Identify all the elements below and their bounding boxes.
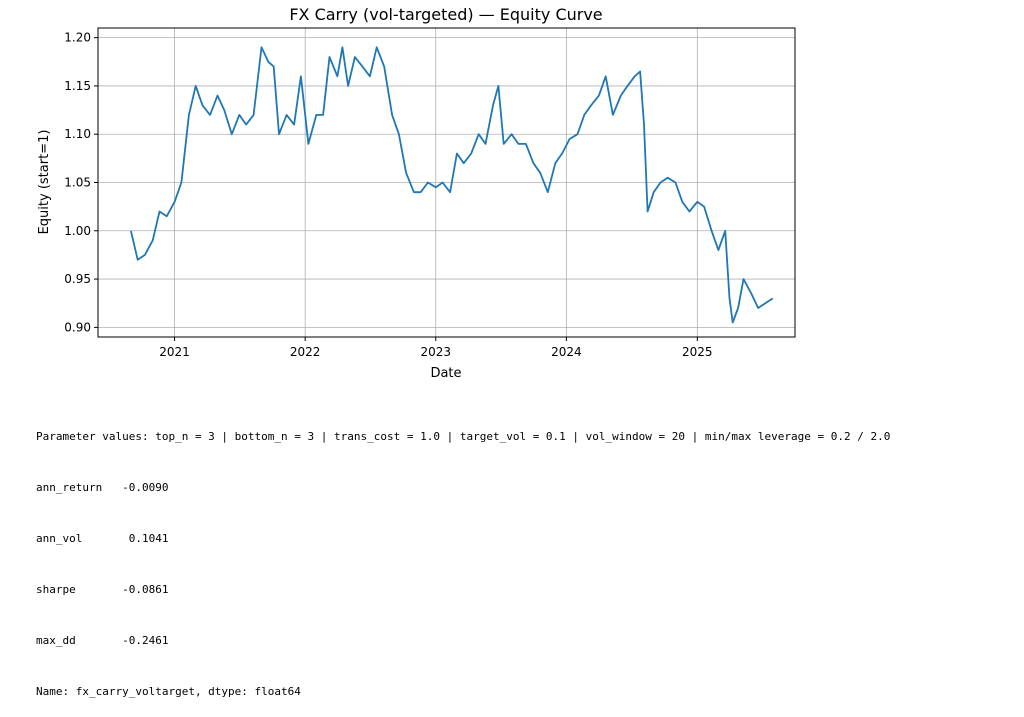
y-tick-label: 0.90 <box>64 320 91 334</box>
y-tick-label: 1.20 <box>64 31 91 45</box>
equity-curve-line <box>130 46 774 324</box>
ann-vol-line: ann_vol 0.1041 <box>36 532 169 545</box>
y-axis-label: Equity (start=1) <box>37 130 52 235</box>
equity-chart: FX Carry (vol-targeted) — Equity Curve 0… <box>37 5 796 381</box>
y-tick-label: 1.00 <box>64 224 91 238</box>
plot-frame <box>97 27 796 338</box>
y-tick-label: 1.15 <box>64 79 91 93</box>
ann-return-line: ann_return -0.0090 <box>36 481 169 494</box>
x-axis-label: Date <box>430 366 461 381</box>
x-tick-label: 2024 <box>551 345 582 359</box>
x-tick-label: 2022 <box>290 345 321 359</box>
x-axis-ticks: 2021 2022 2023 2024 2025 <box>159 337 713 359</box>
y-tick-label: 0.95 <box>64 272 91 286</box>
parameter-values-line: Parameter values: top_n = 3 | bottom_n =… <box>36 430 891 443</box>
sharpe-line: sharpe -0.0861 <box>36 583 169 596</box>
x-tick-label: 2021 <box>159 345 190 359</box>
y-tick-label: 1.05 <box>64 176 91 190</box>
y-axis-ticks: 0.90 0.95 1.00 1.05 1.10 1.15 1.20 <box>64 31 98 334</box>
series-name-line: Name: fx_carry_voltarget, dtype: float64 <box>36 685 301 698</box>
stats-output: Parameter values: top_n = 3 | bottom_n =… <box>36 394 890 717</box>
chart-title: FX Carry (vol-targeted) — Equity Curve <box>289 5 602 24</box>
max-dd-line: max_dd -0.2461 <box>36 634 169 647</box>
x-tick-label: 2023 <box>420 345 451 359</box>
gridlines <box>98 28 795 337</box>
y-tick-label: 1.10 <box>64 127 91 141</box>
x-tick-label: 2025 <box>682 345 713 359</box>
